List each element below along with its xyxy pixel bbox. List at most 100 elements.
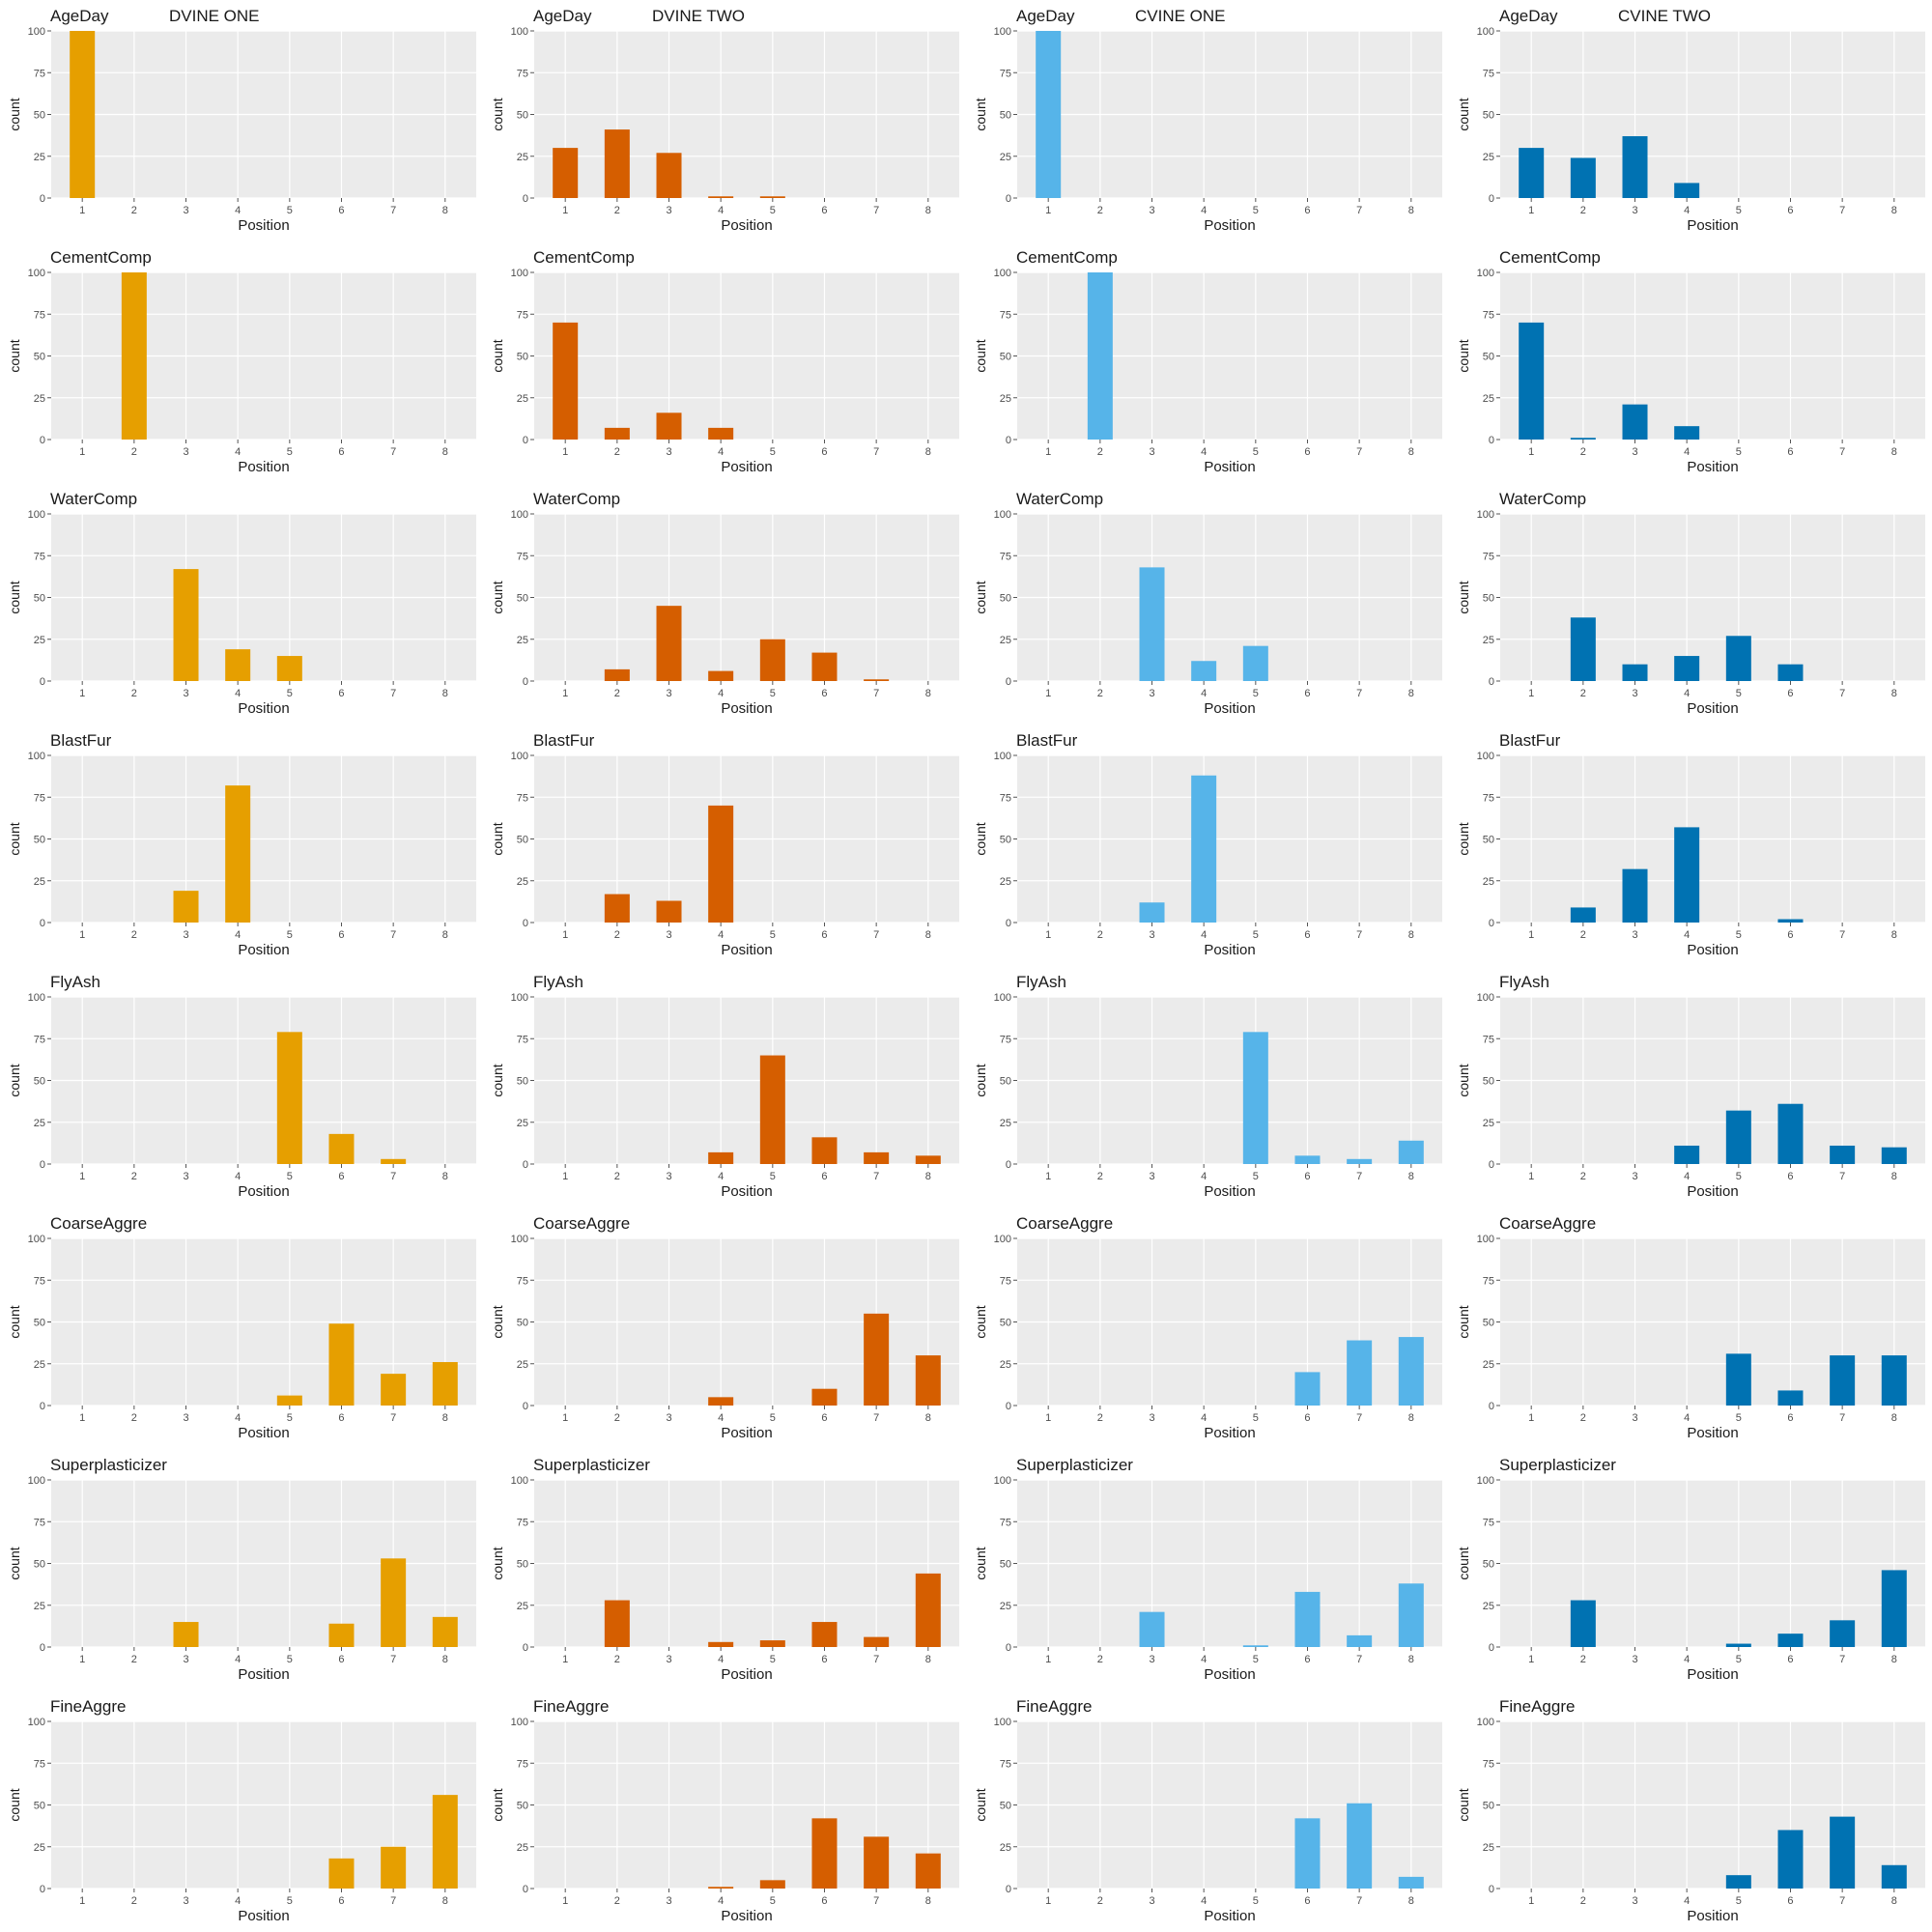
bar-flyash-cvine-one-pos6	[1294, 1155, 1321, 1164]
y-tick-label: 50	[34, 352, 45, 363]
bar-watercomp-cvine-one-pos4	[1191, 661, 1217, 681]
y-axis-title: count	[490, 1788, 505, 1821]
y-tick-label: 75	[1483, 1517, 1494, 1528]
bar-blastfur-dvine-two-pos3	[656, 900, 682, 923]
x-tick-label: 4	[1201, 688, 1207, 699]
y-tick-label: 25	[1483, 635, 1494, 646]
x-tick-label: 6	[338, 205, 344, 216]
x-tick-label: 1	[562, 446, 568, 458]
x-tick-label: 5	[287, 1171, 293, 1182]
y-tick-label: 100	[1477, 1234, 1494, 1245]
y-tick-label: 75	[34, 1275, 45, 1287]
y-tick-label: 75	[517, 1517, 528, 1528]
x-tick-label: 8	[925, 929, 931, 941]
y-tick-label: 75	[517, 792, 528, 804]
x-tick-label: 5	[287, 929, 293, 941]
x-tick-label: 7	[1356, 1171, 1362, 1182]
bar-flyash-cvine-one-pos5	[1242, 1032, 1268, 1164]
y-tick-label: 0	[523, 1642, 528, 1654]
y-tick-label: 75	[1483, 1275, 1494, 1287]
x-tick-label: 2	[1097, 446, 1103, 458]
x-tick-label: 5	[1253, 1654, 1259, 1665]
y-tick-label: 100	[994, 509, 1011, 521]
bar-coarseaggre-cvine-two-pos5	[1725, 1353, 1751, 1406]
x-tick-label: 7	[390, 1895, 396, 1907]
x-tick-label: 3	[1632, 205, 1637, 216]
x-tick-label: 7	[1839, 1654, 1845, 1665]
x-tick-label: 6	[821, 929, 827, 941]
x-tick-label: 5	[770, 1654, 776, 1665]
bar-superplasticizer-cvine-two-pos6	[1777, 1634, 1804, 1647]
panel-title: BlastFur	[1499, 731, 1561, 750]
x-tick-label: 4	[1684, 1895, 1690, 1907]
panel-title: AgeDay	[1016, 7, 1075, 25]
y-tick-label: 0	[1489, 918, 1494, 929]
y-tick-label: 50	[517, 1559, 528, 1571]
x-tick-label: 7	[873, 929, 879, 941]
y-axis-title: count	[1456, 1064, 1471, 1096]
y-tick-label: 100	[1477, 1717, 1494, 1728]
y-tick-label: 50	[1000, 593, 1011, 605]
panel-coarseaggre-dvine-two: CoarseAggre 0 25 50 75 100 1 2 3 4 5 6 7 8 Position cou…	[490, 1214, 959, 1441]
panel-title: Superplasticizer	[1016, 1456, 1133, 1474]
bar-flyash-dvine-one-pos7	[381, 1158, 407, 1164]
y-tick-label: 100	[28, 992, 45, 1004]
y-tick-label: 75	[1000, 1275, 1011, 1287]
x-tick-label: 5	[1253, 1895, 1259, 1907]
x-tick-label: 4	[718, 446, 724, 458]
bar-flyash-dvine-two-pos8	[915, 1155, 941, 1164]
y-tick-label: 50	[1000, 1801, 1011, 1812]
x-axis-title: Position	[1204, 1908, 1255, 1924]
bar-coarseaggre-dvine-two-pos8	[915, 1355, 941, 1406]
x-tick-label: 5	[1253, 1412, 1259, 1424]
x-tick-label: 2	[1097, 688, 1103, 699]
x-tick-label: 3	[666, 205, 671, 216]
y-tick-label: 100	[28, 268, 45, 279]
bar-blastfur-cvine-two-pos2	[1570, 907, 1596, 923]
y-tick-label: 50	[1483, 1559, 1494, 1571]
y-axis-title: count	[973, 1064, 988, 1096]
y-tick-label: 100	[28, 1717, 45, 1728]
x-tick-label: 6	[1304, 929, 1310, 941]
panel-title: FlyAsh	[50, 973, 100, 991]
x-tick-label: 5	[1736, 205, 1742, 216]
bar-cementcomp-cvine-two-pos2	[1570, 438, 1596, 440]
x-tick-label: 4	[718, 929, 724, 941]
panel-cementcomp-dvine-two: CementComp 0 25 50 75 100 1 2 3 4 5 6 7 8 Position coun…	[490, 248, 959, 475]
panel-coarseaggre-cvine-two: CoarseAggre 0 25 50 75 100 1 2 3 4 5 6 7 8 Position cou…	[1456, 1214, 1925, 1441]
x-tick-label: 8	[1408, 205, 1414, 216]
x-axis-title: Position	[238, 1183, 289, 1200]
x-tick-label: 4	[1201, 1654, 1207, 1665]
x-tick-label: 1	[1528, 446, 1534, 458]
bar-fineaggre-cvine-two-pos6	[1777, 1830, 1804, 1889]
x-tick-label: 2	[131, 1412, 137, 1424]
y-tick-label: 50	[34, 1801, 45, 1812]
y-tick-label: 0	[523, 676, 528, 688]
x-tick-label: 6	[338, 1412, 344, 1424]
x-tick-label: 7	[1839, 446, 1845, 458]
x-tick-label: 3	[1632, 1171, 1637, 1182]
x-tick-label: 3	[1149, 688, 1154, 699]
bar-cementcomp-dvine-two-pos3	[656, 412, 682, 440]
x-tick-label: 4	[1201, 446, 1207, 458]
y-tick-label: 50	[517, 1801, 528, 1812]
x-tick-label: 4	[1684, 1654, 1690, 1665]
x-tick-label: 3	[1632, 1895, 1637, 1907]
bar-coarseaggre-dvine-two-pos7	[864, 1313, 890, 1406]
y-tick-label: 50	[34, 110, 45, 122]
panel-title: CementComp	[50, 248, 152, 267]
x-tick-label: 5	[1736, 1654, 1742, 1665]
bar-coarseaggre-dvine-one-pos6	[328, 1323, 355, 1406]
y-axis-title: count	[490, 98, 505, 130]
x-tick-label: 6	[821, 688, 827, 699]
bar-fineaggre-dvine-two-pos8	[915, 1853, 941, 1889]
y-tick-label: 75	[1000, 309, 1011, 321]
bar-superplasticizer-dvine-two-pos4	[708, 1641, 734, 1647]
x-tick-label: 1	[1045, 929, 1051, 941]
x-tick-label: 8	[925, 1654, 931, 1665]
x-tick-label: 2	[1580, 1412, 1586, 1424]
x-tick-label: 3	[1149, 446, 1154, 458]
bar-superplasticizer-cvine-one-pos7	[1347, 1634, 1373, 1647]
bar-watercomp-dvine-two-pos2	[604, 668, 630, 681]
y-tick-label: 0	[1489, 1642, 1494, 1654]
